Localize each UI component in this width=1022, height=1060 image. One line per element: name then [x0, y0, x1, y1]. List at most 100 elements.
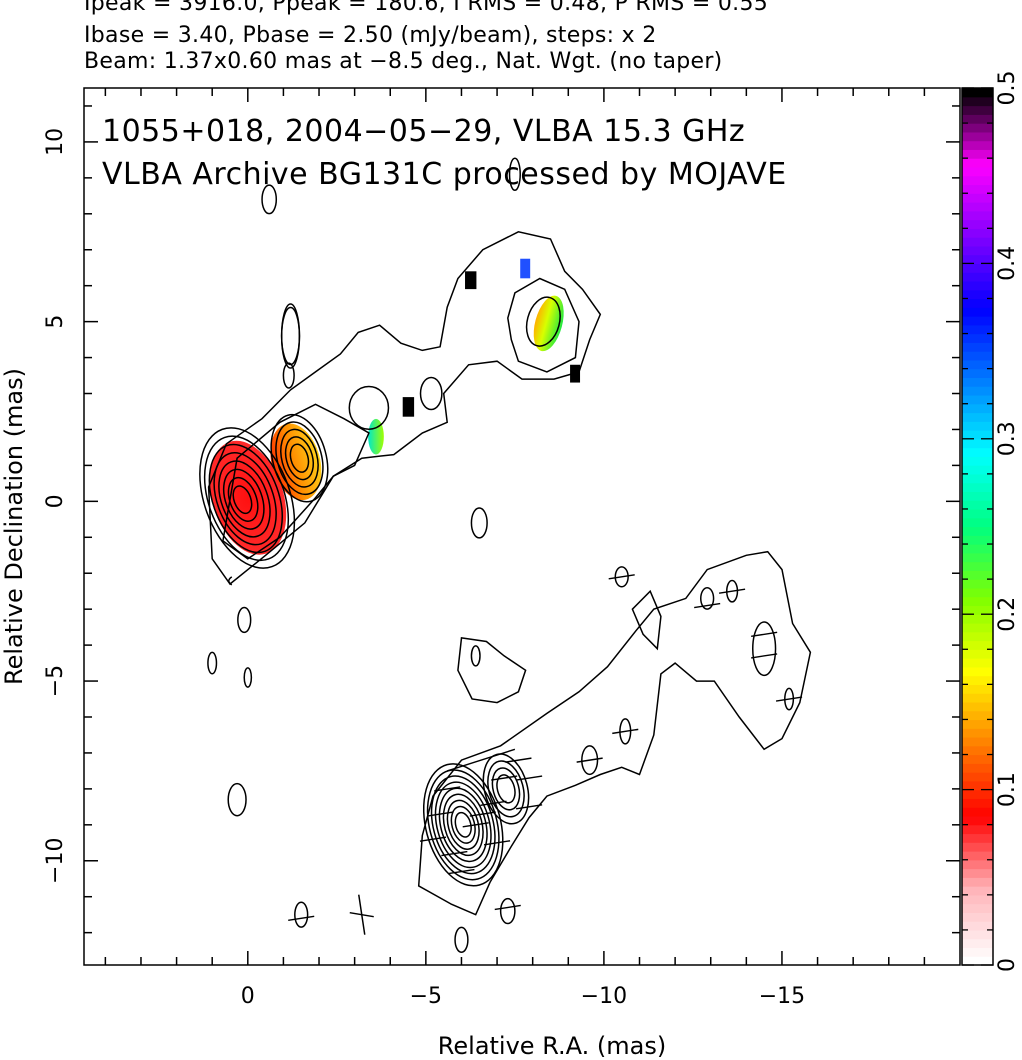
contour-isolated	[207, 651, 218, 675]
contour-inner-knot	[284, 436, 315, 481]
contour-isolated	[280, 306, 301, 366]
evpa-vector	[288, 915, 315, 921]
colorbar-cell	[962, 614, 993, 624]
contour-south-core	[450, 805, 476, 844]
colorbar-cell	[962, 684, 993, 694]
colorbar	[961, 87, 994, 966]
contour-south-core	[454, 811, 472, 838]
evpa-vector	[441, 850, 468, 857]
contour-south-core	[426, 769, 500, 881]
beam-minor-axis	[349, 911, 374, 918]
y-tick-label: −10	[43, 838, 68, 884]
colorbar-cell	[962, 938, 993, 949]
colorbar-cell	[962, 719, 993, 729]
total-intensity-contours	[199, 157, 812, 954]
colorbar-tick-label: 0	[995, 958, 1020, 972]
colorbar-cell	[962, 701, 993, 712]
colorbar-cell	[962, 929, 993, 940]
colorbar-cell	[962, 517, 993, 528]
contour-north-knot	[507, 277, 580, 373]
x-axis-ticks: 0 −5 −10 −15	[104, 88, 926, 1009]
colorbar-cell	[962, 500, 993, 510]
contour-south-loop	[457, 637, 527, 704]
colorbar-cell	[962, 316, 993, 326]
evpa-vector	[447, 748, 516, 772]
colorbar-cell	[962, 219, 993, 229]
contour-inner-knot	[270, 413, 329, 503]
colorbar-cell	[962, 850, 993, 861]
colorbar-cell	[962, 298, 993, 308]
contour-inner-jet	[222, 403, 370, 560]
colorbar-cell	[962, 202, 993, 212]
colorbar-cell	[962, 131, 993, 142]
pol-region-black-patch	[465, 271, 477, 290]
plot-subtitle: VLBA Archive BG131C processed by MOJAVE	[102, 157, 787, 192]
colorbar-cell	[962, 658, 993, 668]
pol-region-black-patch	[402, 397, 415, 417]
y-tick-label: 0	[43, 494, 68, 508]
evpa-vector	[469, 811, 496, 817]
contour-isolated	[261, 184, 278, 215]
pol-region-green-knot	[533, 295, 564, 352]
header-line-base: Ibase = 3.40, Pbase = 2.50 (mJy/beam), s…	[84, 23, 657, 48]
contour-south-core	[430, 775, 496, 875]
x-tick-label: 0	[241, 984, 255, 1009]
evpa-vector	[462, 822, 489, 828]
contour-isolated	[614, 566, 629, 588]
colorbar-cell	[962, 482, 993, 493]
contour-south-knot	[487, 760, 525, 818]
colorbar-cell	[962, 798, 993, 808]
colorbar-cell	[962, 622, 993, 633]
contour-isolated	[726, 579, 739, 603]
colorbar-tick-label: 0.4	[995, 246, 1020, 281]
colorbar-cell	[962, 868, 993, 878]
colorbar-cell	[962, 552, 993, 563]
contour-south-core	[446, 799, 480, 850]
colorbar-cell	[962, 88, 993, 98]
contour-south-core	[422, 763, 504, 887]
colorbar-cell	[962, 886, 993, 896]
colorbar-cell	[962, 175, 993, 186]
colorbar-cell	[962, 877, 993, 887]
colorbar-cell	[962, 166, 993, 177]
colorbar-cell	[962, 640, 993, 650]
colorbar-cell	[962, 412, 993, 422]
contour-isolated	[227, 782, 247, 817]
contour-isolated	[228, 576, 233, 586]
colorbar-cell	[962, 824, 993, 835]
contour-isolated	[470, 645, 481, 667]
evpa-vector	[612, 728, 639, 735]
evpa-vector	[434, 786, 461, 792]
colorbar-cell	[962, 815, 993, 826]
contour-jet-envelope	[207, 231, 602, 586]
colorbar-cell	[962, 359, 993, 370]
colorbar-cell	[962, 394, 993, 405]
colorbar-cell	[962, 289, 993, 300]
contour-isolated	[508, 157, 521, 192]
colorbar-cell	[962, 105, 993, 115]
contour-south-knot	[496, 774, 516, 804]
evpa-vector	[494, 904, 521, 911]
y-tick-label: 5	[43, 315, 68, 329]
contour-south-knot	[491, 767, 521, 811]
colorbar-tick-label: 0.2	[995, 597, 1020, 632]
colorbar-cell	[962, 333, 993, 343]
colorbar-cell	[962, 280, 993, 291]
colorbar-cell	[962, 184, 993, 194]
colorbar-cell	[962, 403, 993, 414]
contour-core	[232, 485, 253, 515]
colorbar-cell	[962, 456, 993, 466]
colorbar-cell	[962, 158, 993, 168]
colorbar-cell	[962, 649, 993, 659]
colorbar-cell	[962, 912, 993, 922]
colorbar-cell	[962, 342, 993, 352]
colorbar-cell	[962, 473, 993, 484]
colorbar-cell	[962, 263, 993, 273]
colorbar-cell	[962, 903, 993, 913]
x-tick-label: −15	[759, 984, 805, 1009]
colorbar-cell	[962, 833, 993, 843]
y-axis-label: Relative Declination (mas)	[0, 368, 28, 685]
contour-isolated	[700, 586, 715, 610]
colorbar-cell	[962, 956, 993, 966]
